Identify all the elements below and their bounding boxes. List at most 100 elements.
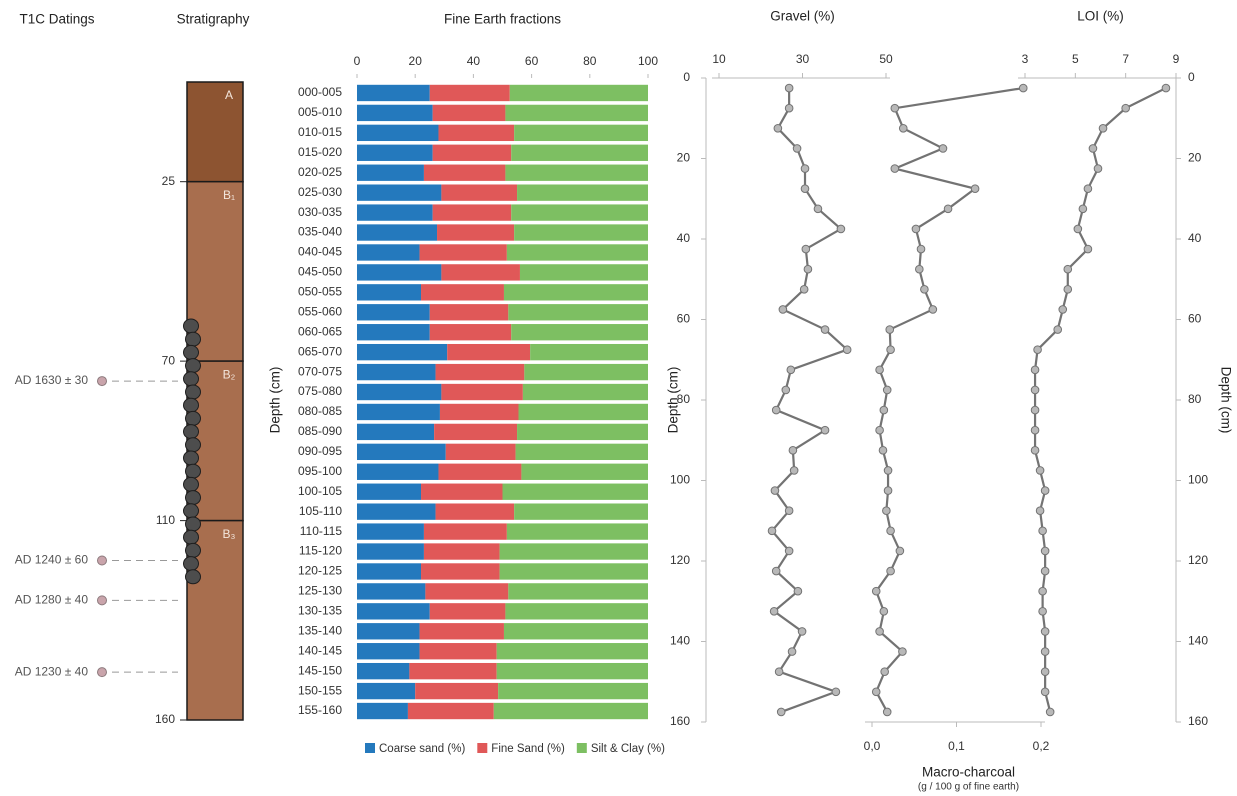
dating-label: AD 1230 ± 40 bbox=[15, 664, 89, 678]
bar-segment bbox=[357, 344, 447, 360]
data-point bbox=[772, 406, 780, 414]
category-label: 020-025 bbox=[298, 165, 342, 179]
category-label: 080-085 bbox=[298, 404, 342, 418]
data-point bbox=[804, 265, 812, 273]
x-tick-label: 5 bbox=[1072, 52, 1079, 66]
bar-segment bbox=[357, 623, 420, 639]
bar-segment bbox=[357, 384, 441, 400]
legend-swatch bbox=[577, 743, 587, 753]
bar-segment bbox=[357, 444, 446, 460]
category-label: 070-075 bbox=[298, 364, 342, 378]
data-point bbox=[802, 245, 810, 253]
chart-subtitle: (g / 100 g of fine earth) bbox=[918, 782, 1019, 793]
bar-segment bbox=[441, 384, 522, 400]
horizon-label: A bbox=[225, 88, 233, 102]
data-point bbox=[779, 306, 787, 314]
dating-label: AD 1630 ± 30 bbox=[15, 373, 89, 387]
y-tick-label: 0 bbox=[683, 70, 690, 84]
gravel-clast bbox=[186, 491, 201, 505]
y-tick-label: 60 bbox=[1188, 312, 1202, 326]
legend-label: Coarse sand (%) bbox=[379, 743, 465, 755]
bar-segment bbox=[505, 105, 648, 121]
data-point bbox=[876, 628, 884, 636]
data-point bbox=[1046, 708, 1054, 716]
y-tick-label: 70 bbox=[162, 353, 176, 367]
x-tick-label: 100 bbox=[638, 54, 658, 68]
gravel-clast bbox=[184, 504, 199, 518]
category-label: 100-105 bbox=[298, 484, 342, 498]
data-point bbox=[881, 668, 889, 676]
data-point bbox=[1031, 366, 1039, 374]
bar-segment bbox=[357, 105, 433, 121]
bar-segment bbox=[433, 145, 512, 161]
bar-segment bbox=[440, 404, 519, 420]
horizon bbox=[187, 82, 243, 182]
y-tick-label: 40 bbox=[1188, 231, 1202, 245]
bar-segment bbox=[357, 264, 441, 280]
y-tick-label: 0 bbox=[1188, 70, 1195, 84]
data-point bbox=[785, 84, 793, 92]
data-point bbox=[821, 326, 829, 334]
data-point bbox=[1041, 567, 1049, 575]
bar-segment bbox=[357, 224, 437, 240]
gravel-clast bbox=[184, 451, 199, 465]
category-label: 005-010 bbox=[298, 105, 342, 119]
bar-segment bbox=[504, 623, 648, 639]
category-label: 130-135 bbox=[298, 604, 342, 618]
bar-segment bbox=[357, 145, 433, 161]
bar-segment bbox=[357, 364, 436, 380]
y-tick-label: 20 bbox=[677, 151, 691, 165]
category-label: 105-110 bbox=[299, 504, 342, 518]
data-point bbox=[1031, 426, 1039, 434]
data-point bbox=[775, 668, 783, 676]
data-point bbox=[785, 547, 793, 555]
bar-segment bbox=[357, 165, 424, 181]
bar-segment bbox=[415, 683, 498, 699]
data-point bbox=[1034, 346, 1042, 354]
bar-segment bbox=[511, 145, 648, 161]
bar-segment bbox=[437, 224, 514, 240]
bar-segment bbox=[520, 264, 648, 280]
category-label: 065-070 bbox=[298, 344, 342, 358]
horizon-label: B₁ bbox=[223, 188, 235, 202]
y-tick-label: 25 bbox=[162, 174, 176, 188]
bar-segment bbox=[357, 663, 409, 679]
data-point bbox=[884, 467, 892, 475]
gravel-clast bbox=[186, 411, 201, 425]
bar-segment bbox=[408, 703, 494, 719]
bar-segment bbox=[357, 523, 424, 539]
bar-segment bbox=[357, 304, 430, 320]
bar-segment bbox=[511, 204, 648, 220]
bar-segment bbox=[424, 165, 505, 181]
data-point bbox=[789, 447, 797, 455]
data-point bbox=[837, 225, 845, 233]
category-label: 025-030 bbox=[298, 185, 342, 199]
category-label: 090-095 bbox=[298, 444, 342, 458]
bar-segment bbox=[514, 224, 648, 240]
data-point bbox=[886, 326, 894, 334]
series-line bbox=[772, 88, 847, 712]
data-point bbox=[876, 426, 884, 434]
y-tick-label: 140 bbox=[670, 634, 690, 648]
data-point bbox=[1039, 527, 1047, 535]
dating-label: AD 1240 ± 60 bbox=[15, 553, 89, 567]
x-tick-label: 0,1 bbox=[948, 739, 965, 753]
bar-segment bbox=[357, 583, 425, 599]
category-label: 035-040 bbox=[298, 225, 342, 239]
data-point bbox=[768, 527, 776, 535]
data-point bbox=[1094, 165, 1102, 173]
y-axis-label: Depth (cm) bbox=[666, 367, 681, 434]
y-tick-label: 160 bbox=[155, 712, 175, 726]
bar-segment bbox=[434, 424, 517, 440]
data-point bbox=[1041, 547, 1049, 555]
data-point bbox=[1031, 447, 1039, 455]
data-point bbox=[1036, 507, 1044, 515]
x-tick-label: 80 bbox=[583, 54, 597, 68]
data-point bbox=[921, 286, 929, 294]
category-label: 055-060 bbox=[298, 304, 342, 318]
bar-segment bbox=[357, 424, 434, 440]
data-point bbox=[944, 205, 952, 213]
y-tick-label: 20 bbox=[1188, 151, 1202, 165]
x-tick-label: 60 bbox=[525, 54, 539, 68]
category-label: 015-020 bbox=[298, 145, 342, 159]
